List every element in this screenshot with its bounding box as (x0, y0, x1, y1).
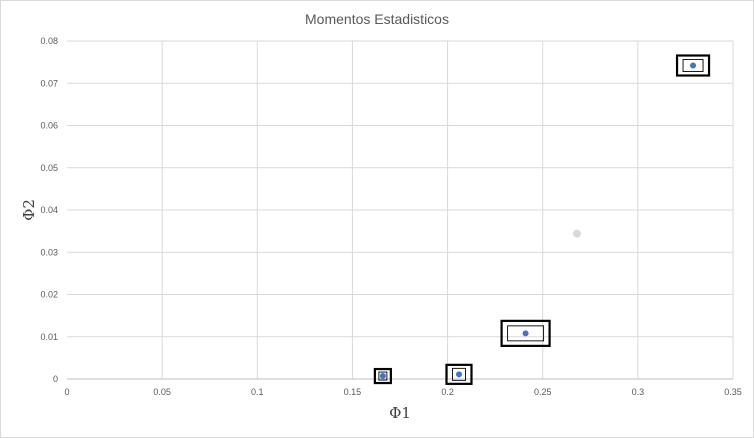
x-tick-label: 0.3 (632, 387, 645, 397)
y-tick-label: 0.06 (40, 121, 58, 131)
y-tick-label: 0.04 (40, 205, 58, 215)
highlight-box-outer (500, 319, 551, 347)
x-tick-label: 0.1 (251, 387, 264, 397)
y-tick-label: 0.05 (40, 163, 58, 173)
y-tick-label: 0.07 (40, 78, 58, 88)
faint-data-point (572, 229, 581, 238)
x-tick-label: 0.15 (344, 387, 362, 397)
highlight-box-inner (682, 59, 704, 72)
y-tick-label: 0 (53, 374, 58, 384)
data-point (455, 371, 462, 378)
x-axis-label: Φ1 (389, 404, 411, 422)
data-points (373, 54, 711, 385)
data-point (690, 62, 697, 69)
gridlines (67, 40, 734, 379)
highlight-box-outer (445, 363, 473, 385)
x-tick-label: 0.2 (441, 387, 454, 397)
highlight-box-inner (378, 371, 388, 381)
chart-title: Momentos Estadisticos (305, 11, 449, 27)
x-tick-label: 0.05 (153, 387, 171, 397)
x-tick-labels: 0 0.05 0.1 0.15 0.2 0.25 0.3 0.35 (64, 387, 741, 397)
highlight-box-inner (507, 325, 545, 342)
y-tick-label: 0.08 (40, 36, 58, 46)
y-tick-label: 0.02 (40, 290, 58, 300)
y-axis-label: Φ2 (20, 199, 38, 221)
data-point (379, 373, 386, 380)
highlight-box-inner (452, 367, 466, 381)
y-tick-label: 0.01 (40, 332, 58, 342)
y-tick-labels: 0 0.01 0.02 0.03 0.04 0.05 0.06 0.07 0.08 (40, 36, 58, 384)
x-tick-label: 0.35 (724, 387, 742, 397)
highlight-box-outer (675, 54, 711, 77)
data-point (522, 330, 529, 337)
highlight-box-outer (373, 367, 392, 385)
x-tick-label: 0.25 (534, 387, 552, 397)
y-tick-label: 0.03 (40, 247, 58, 257)
x-tick-label: 0 (64, 387, 69, 397)
